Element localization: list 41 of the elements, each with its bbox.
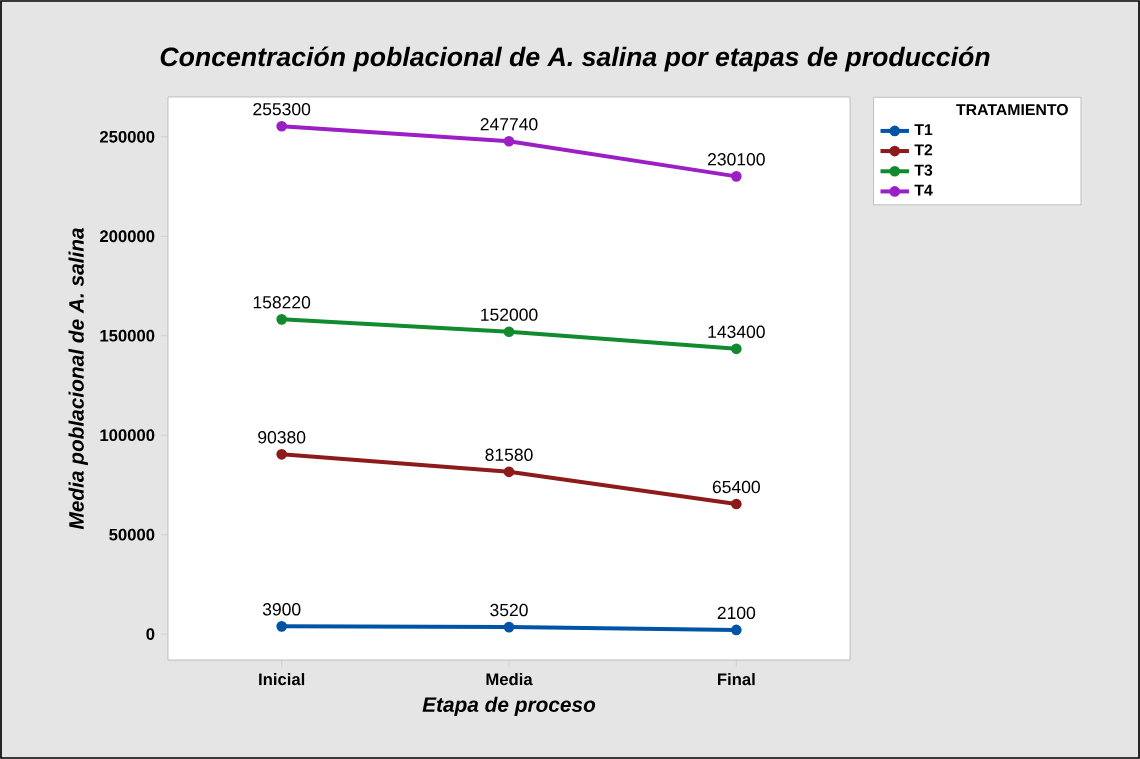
data-label: 143400 xyxy=(708,325,765,338)
data-label: 90380 xyxy=(258,431,306,444)
data-label: 152000 xyxy=(481,308,538,321)
data-label: 255300 xyxy=(253,102,311,116)
point xyxy=(276,448,288,460)
data-label: 3520 xyxy=(490,603,528,617)
data-label: 247740 xyxy=(480,118,538,131)
x-tick-label: Final xyxy=(718,672,755,686)
point xyxy=(503,326,515,338)
data-label: 3900 xyxy=(262,603,301,616)
point xyxy=(276,314,288,325)
point xyxy=(731,624,742,636)
legend-label: T4 xyxy=(914,184,933,196)
y-tick-label: 100000 xyxy=(100,429,155,442)
point xyxy=(731,343,742,355)
point xyxy=(731,498,742,510)
point xyxy=(276,621,288,632)
data-label: 81580 xyxy=(485,448,533,461)
point xyxy=(731,171,742,182)
x-tick-label: Media xyxy=(486,672,533,686)
data-label: 158220 xyxy=(253,296,311,309)
point xyxy=(503,621,515,633)
y-tick-label: 50000 xyxy=(109,528,155,541)
point xyxy=(503,135,515,147)
data-label: 65400 xyxy=(712,480,760,494)
chart-title: Concentración poblacional de A. salina por etapas de producción xyxy=(160,46,990,72)
point xyxy=(276,120,288,132)
y-tick-label: 200000 xyxy=(99,230,155,243)
legend-label: T3 xyxy=(914,164,933,176)
legend-label: T1 xyxy=(914,124,933,136)
legend-label: T2 xyxy=(914,144,933,156)
x-tick-label: Inicial xyxy=(259,672,305,686)
y-tick-label: 250000 xyxy=(99,130,155,143)
legend-title: TRATAMIENTO xyxy=(956,103,1068,116)
y-axis-title: Media poblacional de A. salina xyxy=(68,228,88,530)
y-tick-label: 0 xyxy=(146,628,155,641)
point xyxy=(503,466,515,478)
x-axis-title: Etapa de proceso xyxy=(422,696,596,717)
data-label: 2100 xyxy=(717,606,756,620)
data-label: 230100 xyxy=(708,153,765,166)
y-tick-label: 150000 xyxy=(100,329,155,342)
